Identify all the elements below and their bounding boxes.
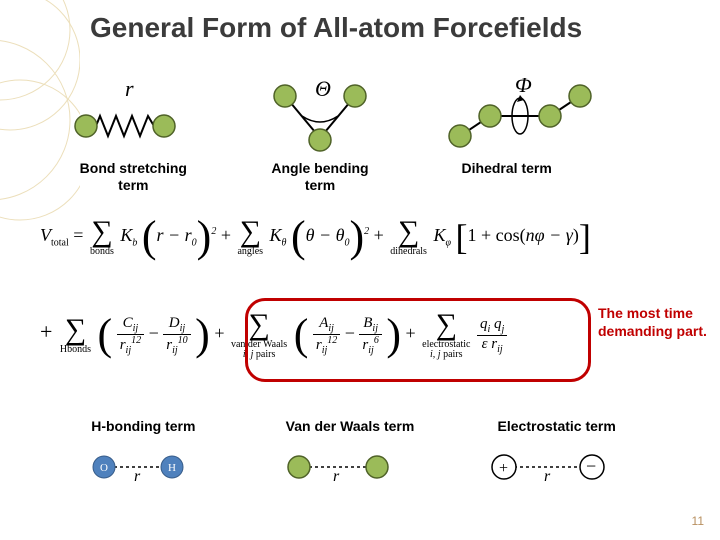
dihedral-term-label: Dihedral term — [413, 160, 600, 177]
elec-term-label: Electrostatic term — [453, 418, 660, 435]
label-phi: Φ — [515, 78, 532, 97]
bottom-diagrams: O H r r + − r — [60, 445, 640, 495]
svg-text:H: H — [168, 462, 176, 474]
hbond-term-label: H-bonding term — [40, 418, 247, 435]
slide-title: General Form of All-atom Forcefields — [90, 12, 700, 44]
label-r: r — [125, 78, 134, 101]
equation-line-1: Vtotal = ∑bonds Kb (r − r0)2 + ∑angles K… — [40, 215, 680, 259]
top-diagrams: r Θ Φ — [60, 78, 620, 158]
svg-text:−: − — [586, 456, 596, 476]
vdw-term-label: Van der Waals term — [247, 418, 454, 435]
callout-box — [245, 298, 591, 382]
top-term-labels: Bond stretching term Angle bending term … — [40, 160, 600, 194]
bond-term-label: Bond stretching term — [40, 160, 227, 194]
angle-term-label: Angle bending term — [227, 160, 414, 194]
svg-text:r: r — [544, 468, 551, 485]
page-number: 11 — [692, 514, 704, 528]
bottom-term-labels: H-bonding term Van der Waals term Electr… — [40, 418, 660, 435]
svg-text:r: r — [333, 468, 340, 485]
svg-text:r: r — [134, 468, 141, 485]
svg-text:+: + — [499, 460, 508, 477]
svg-text:O: O — [100, 462, 108, 474]
label-theta: Θ — [315, 78, 331, 101]
callout-text: The most time demanding part. — [598, 305, 708, 340]
